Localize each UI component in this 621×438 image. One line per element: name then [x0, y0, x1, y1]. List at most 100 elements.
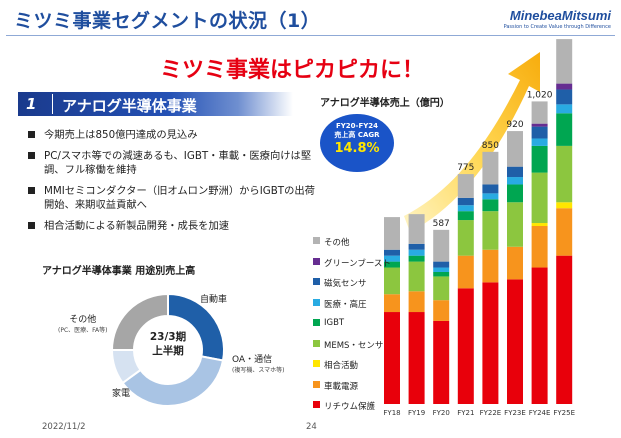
legend-item: 車載電源 [313, 380, 393, 401]
bar-segment [507, 184, 523, 203]
legend-item: 磁気センサ [313, 277, 393, 298]
bar-segment [556, 255, 573, 404]
chart-title: アナログ半導体売上（億円） [320, 98, 450, 109]
bar-segment [507, 246, 523, 280]
pie-label-automotive: 自動車 [200, 292, 227, 305]
bar-segment [457, 205, 474, 212]
pie-chart: 23/3期 上半期 [108, 290, 228, 410]
bar-segment [433, 229, 450, 262]
legend-item: 相合活動 [313, 359, 393, 380]
legend-item: その他 [313, 236, 393, 257]
footer-date: 2022/11/2 [42, 422, 86, 432]
legend-label: 医療・高圧 [324, 299, 367, 310]
section-header-bar [18, 92, 293, 116]
legend-swatch-icon [313, 237, 320, 244]
bar-segment [556, 113, 573, 146]
legend-item: MEMS・センサ [313, 339, 393, 360]
bar-segment [408, 261, 425, 292]
bar-segment [384, 261, 400, 268]
bar-segment [408, 249, 425, 256]
legend-swatch-icon [313, 298, 320, 306]
bar-segment [433, 261, 450, 268]
bar-segment [408, 312, 425, 404]
bar-segment [531, 126, 548, 139]
legend-swatch-icon [313, 380, 320, 388]
bullet-square-icon [28, 131, 35, 138]
bullet-square-icon [28, 151, 35, 159]
bullet-list: 今期売上は850億円達成の見込み PC/スマホ等での減速あるも、IGBT・車載・… [28, 128, 318, 239]
bar-segment [457, 174, 474, 198]
bar-segment [482, 211, 499, 250]
bar-segment [457, 220, 474, 256]
title-divider [6, 35, 615, 36]
bar-segment [507, 177, 523, 185]
bar-segment [433, 320, 450, 404]
legend-item: リチウム保護 [313, 400, 393, 421]
bar-segment [457, 255, 474, 289]
bar-segment [482, 249, 499, 283]
bar-segment [482, 193, 499, 200]
bullet-item: PC/スマホ等での減速あるも、IGBT・車載・医療向けは堅調、フル稼働を維持 [28, 149, 318, 178]
bar-segment [408, 255, 425, 262]
legend-label: 磁気センサ [324, 279, 367, 289]
bar-segment [531, 101, 548, 124]
bar-segment [384, 294, 400, 313]
bar-segment [531, 226, 548, 268]
legend-label: MEMS・センサ [324, 340, 384, 351]
bar-segment [531, 145, 548, 173]
section-title: アナログ半導体事業 [62, 97, 197, 115]
headline: ミツミ事業はピカピカに！ [160, 58, 425, 83]
x-tick-label: FY19 [408, 409, 425, 417]
bar-segment [531, 172, 548, 224]
legend-swatch-icon [313, 401, 320, 408]
legend-label: 車載電源 [324, 381, 359, 392]
bullet-item: 相合活動による新製品開発・成長を加速 [28, 219, 318, 234]
growth-arrow-icon [404, 52, 540, 232]
legend-swatch-icon [313, 278, 320, 285]
pie-center-label: 23/3期 上半期 [138, 330, 198, 358]
bullet-text: MMIセミコンダクター（旧オムロン野洲）からIGBTの出荷開始、来期収益貢献へ [44, 184, 315, 212]
bullet-text: 今期売上は850億円達成の見込み [44, 129, 198, 141]
bar-segment [457, 197, 474, 206]
bar-segment [507, 166, 523, 178]
bar-segment [433, 271, 450, 277]
bar-segment [408, 214, 425, 244]
bullet-text: 相合活動による新製品開発・成長を加速 [44, 219, 230, 232]
chart-legend: その他 グリーンブースト 磁気センサ医療・高圧 IGBT MEMS・センサ相合活動 車載電… [313, 236, 393, 421]
legend-swatch-icon [313, 339, 320, 347]
bar-segment [384, 312, 400, 404]
bar-segment [507, 279, 523, 404]
bar-segment [457, 288, 474, 404]
legend-label: グリーンブースト [324, 258, 391, 269]
pie-label-appliance: 家電 [112, 386, 130, 399]
x-tick-label: FY25E [553, 409, 575, 417]
pie-chart-title: アナログ半導体事業 用途別売上高 [42, 266, 196, 277]
page-number: 24 [306, 422, 317, 432]
logo-text: MinebeaMitsumi [509, 8, 611, 23]
bar-segment [556, 145, 573, 203]
bar-total-label: 587 [433, 219, 450, 229]
pie-period-half: 上半期 [152, 345, 184, 357]
bar-total-label: 920 [506, 120, 523, 130]
bar-segment [482, 282, 499, 404]
x-tick-label: FY20 [433, 409, 450, 417]
x-tick-label: FY18 [383, 409, 400, 417]
pie-label-text: 自動車 [200, 295, 228, 305]
legend-item: 医療・高圧 [313, 298, 393, 319]
logo-tagline: Passion to Create Value through Differen… [503, 24, 611, 30]
bullet-square-icon [28, 221, 35, 229]
pie-label-text: OA・通信 [232, 355, 273, 365]
bar-segment [556, 83, 573, 90]
legend-item: IGBT [313, 318, 393, 339]
bar-segment [531, 138, 548, 146]
cagr-period: FY20-FY24 [335, 122, 379, 130]
bar-segment [531, 223, 548, 226]
bar-segment [384, 255, 400, 262]
page-title: ミツミ事業セグメントの状況（1） [14, 10, 321, 32]
bar-segment [482, 184, 499, 194]
bar-segment [507, 131, 523, 167]
bar-segment [482, 151, 499, 185]
bar-segment [408, 243, 425, 250]
pie-label-oa: OA・通信 (複写機、スマホ等) [232, 352, 285, 374]
